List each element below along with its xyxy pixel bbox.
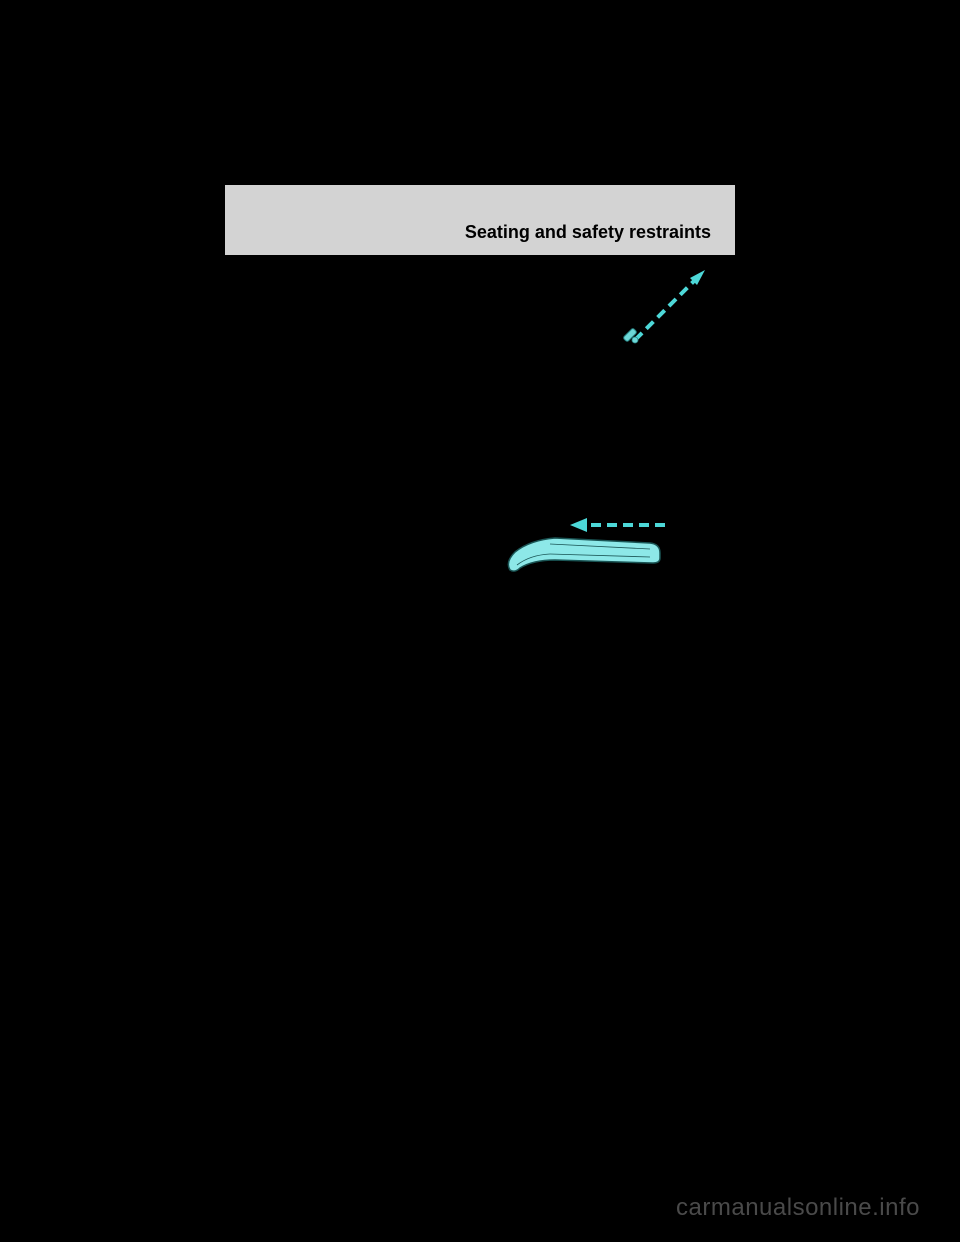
arrow-lower [570, 518, 665, 532]
section-header: Seating and safety restraints [225, 185, 735, 255]
seat-lever [508, 538, 660, 571]
watermark: carmanualsonline.info [676, 1194, 920, 1222]
seat-adjustment-diagram [495, 270, 715, 600]
manual-page: Seating and safety restraints [225, 185, 735, 1065]
section-title: Seating and safety restraints [465, 222, 711, 243]
arrow-upper [623, 270, 705, 343]
